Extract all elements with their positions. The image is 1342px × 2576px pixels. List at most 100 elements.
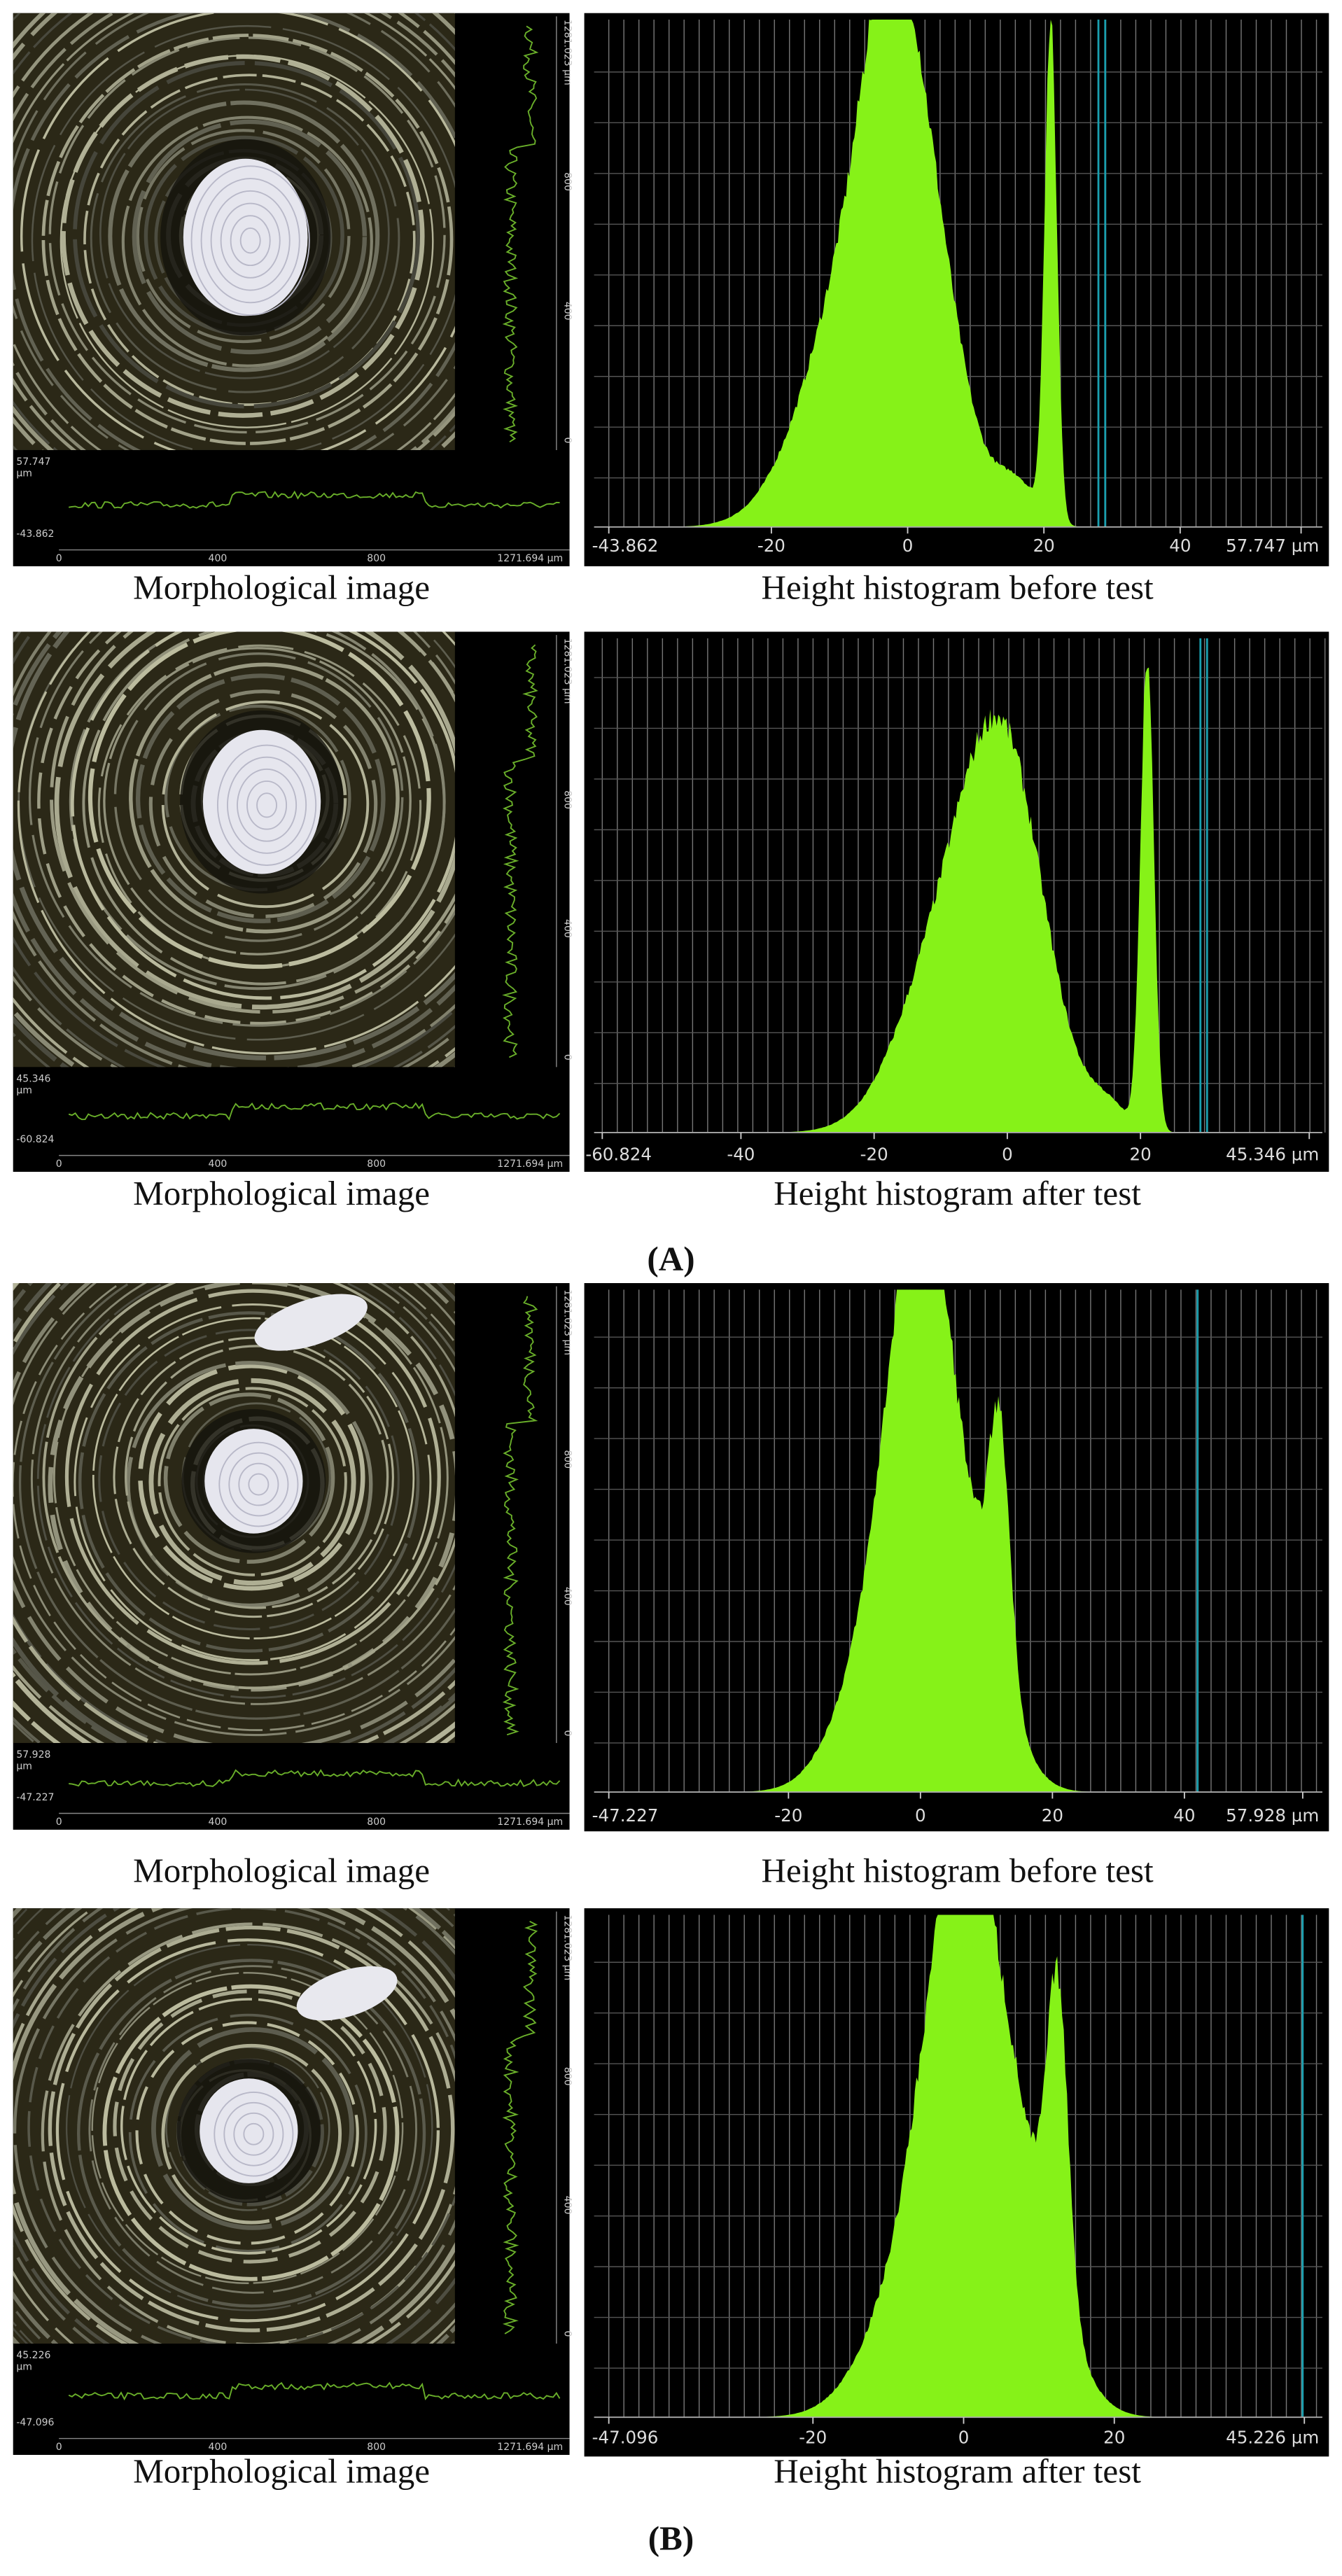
core-ring [216,744,317,866]
profile-line [502,1296,538,1736]
profile-label: 400 [209,1158,228,1170]
profile-label: 1271.694 µm [497,1158,563,1170]
profile-label: 1281.023 µm [562,1289,573,1355]
profile-label: 57.747 [16,456,50,468]
ring [41,1922,455,2344]
x-tick-label: 57.747 µm [1226,536,1319,556]
profile-label: 1271.694 µm [497,2442,563,2453]
profile-label: 400 [562,919,573,938]
x-tick-label: -60.824 [585,1144,652,1165]
profile-line [68,2381,561,2401]
histogram-area [608,20,1301,527]
caption: Height histogram before test [762,1851,1154,1890]
histogram: -47.096 -20 0 20 45.226 µm [584,1908,1329,2457]
ring [92,1317,415,1639]
profile-label: 0 [56,553,62,564]
profile-label: 57.928 [16,1749,50,1760]
x-tick-label: -47.227 [592,1805,659,1826]
ring [48,1925,455,2332]
group-label: (B) [648,2519,694,2558]
caption: Height histogram after test [774,2452,1141,2491]
ring [125,1345,389,1609]
x-tick-label: 0 [958,2428,970,2448]
histogram: -43.862 -20 0 20 40 57.747 µm [584,13,1329,566]
core-ring [190,165,310,316]
core-ring [200,178,300,304]
x-tick-label: 20 [1042,1805,1063,1826]
ring [88,631,431,969]
profile-label: 0 [56,1158,62,1170]
x-tick-label: 45.346 µm [1226,1144,1319,1165]
ring [91,1972,404,2284]
x-tick-label: -20 [774,1805,802,1826]
ring [129,662,400,934]
ring [54,631,455,1010]
micrograph [13,13,455,450]
ring [98,1329,400,1631]
profile-line [69,1769,561,1788]
ring [30,1282,455,1705]
ring [113,1989,387,2264]
profile-label: 800 [562,172,573,191]
ring [126,1361,373,1608]
profile-line [68,1102,561,1121]
profile-label: 0 [56,1816,62,1828]
flake [296,1966,398,2021]
profile-label: 400 [562,1587,573,1606]
histogram: -47.227 -20 0 20 40 57.928 µm [584,1282,1329,1832]
profile-line [502,644,538,1058]
ring [13,1282,455,1731]
profile-label: 45.226 [16,2350,50,2361]
profile-line [502,25,539,443]
core-ring [256,792,278,818]
caption: Height histogram before test [762,568,1154,607]
profile-label: µm [16,1760,32,1772]
x-tick-label: -20 [860,1144,888,1165]
ring [53,1282,449,1676]
profile-label: 800 [367,1816,386,1828]
core-ring [238,1462,279,1506]
ring [108,100,380,372]
core-ring [214,2091,294,2177]
core-ring [237,768,298,842]
core-ring [246,780,288,830]
profile-label: µm [16,468,32,479]
core-ring [220,202,281,279]
ring [83,74,416,406]
core-ring [230,215,271,267]
ring [31,24,455,450]
ring [71,631,455,1000]
x-tick-label: 45.226 µm [1226,2428,1319,2448]
profile-label: -60.824 [16,1134,54,1145]
ring [103,647,412,955]
ring [90,83,400,393]
profile-label: µm [16,1085,32,1096]
histogram-area [602,667,1310,1133]
profile-label: 1281.023 µm [562,1914,573,1980]
x-tick-label: -43.862 [592,536,659,556]
ring [163,1392,335,1564]
ring [121,115,373,368]
ring [37,631,455,1026]
profile-label: 400 [209,1816,228,1828]
caption: Morphological image [133,1174,430,1212]
profile-label: 800 [562,2067,573,2086]
ring [148,690,378,918]
profile-label: 1281.023 µm [562,638,573,704]
ring [120,1998,377,2255]
ring [36,1282,455,1699]
ring [136,129,351,344]
ring [65,1943,433,2311]
profile-label: 400 [562,302,573,321]
profile-label: 0 [562,1054,573,1060]
bright-core [202,729,321,874]
histogram-area [608,1914,1305,2418]
histogram-area [608,1289,1303,1793]
x-tick-label: -47.096 [592,2428,659,2448]
profile-label: 45.346 [16,1073,50,1084]
ring [60,54,434,428]
